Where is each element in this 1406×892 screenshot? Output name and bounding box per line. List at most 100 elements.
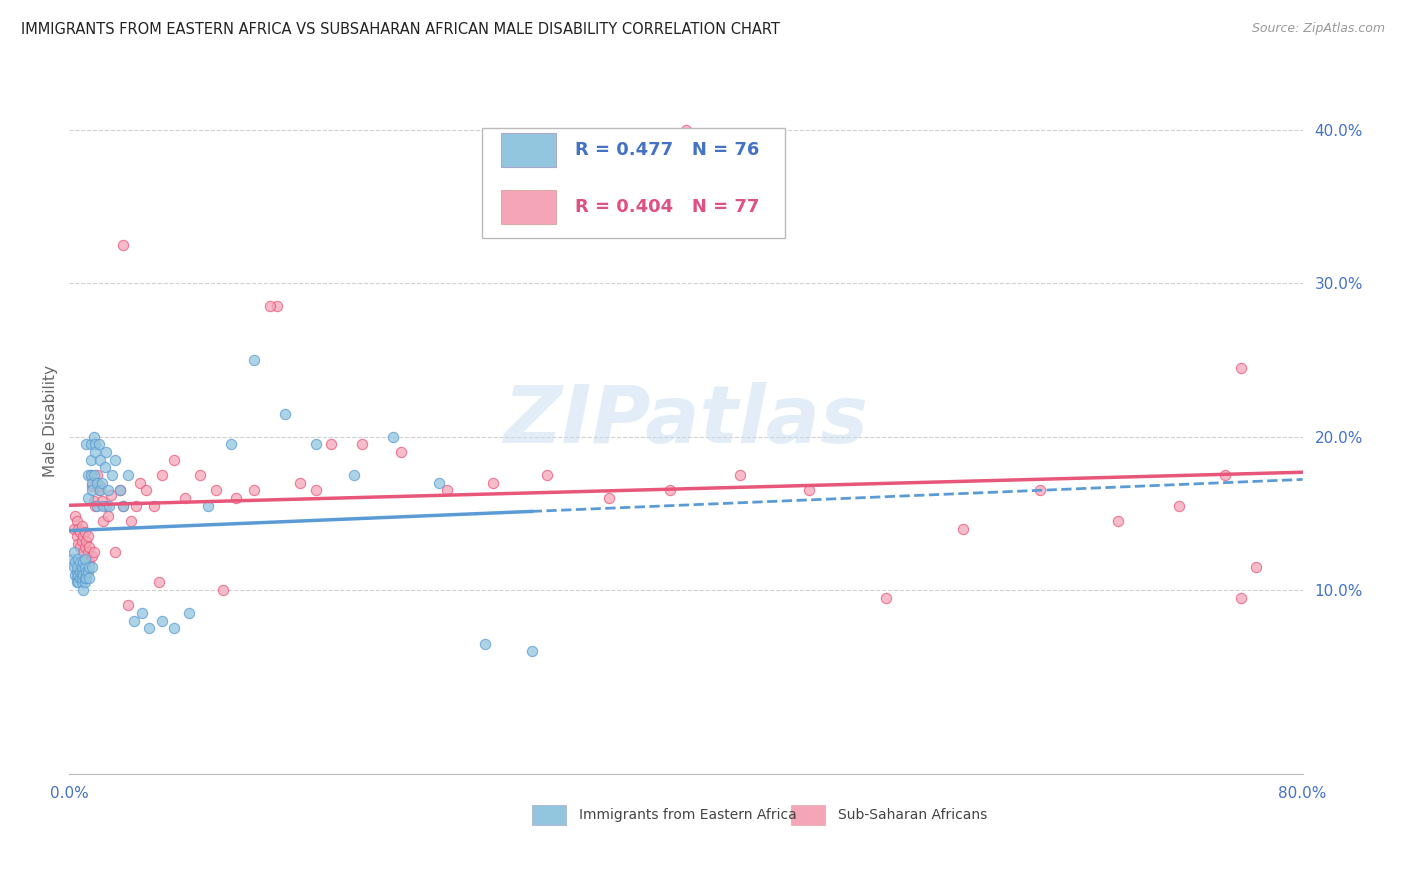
Point	[112, 499, 135, 513]
Point	[82, 560, 104, 574]
FancyBboxPatch shape	[790, 805, 825, 825]
Point	[69, 540, 91, 554]
Point	[97, 483, 120, 498]
Point	[266, 299, 288, 313]
Point	[120, 514, 142, 528]
Point	[82, 475, 104, 490]
Point	[112, 238, 135, 252]
Point	[80, 467, 103, 482]
Point	[67, 552, 90, 566]
Point	[82, 478, 104, 492]
Point	[163, 452, 186, 467]
Point	[104, 452, 127, 467]
Point	[204, 483, 226, 498]
Point	[135, 483, 157, 498]
Point	[1215, 467, 1237, 482]
Point	[63, 522, 86, 536]
Text: R = 0.477   N = 76: R = 0.477 N = 76	[575, 141, 759, 160]
Point	[112, 499, 135, 513]
Point	[259, 299, 281, 313]
Point	[66, 514, 89, 528]
Point	[76, 467, 98, 482]
Point	[150, 467, 173, 482]
Point	[104, 544, 127, 558]
Point	[91, 499, 114, 513]
Point	[321, 437, 343, 451]
Point	[87, 437, 110, 451]
Point	[90, 494, 112, 508]
Point	[91, 514, 114, 528]
Point	[86, 499, 108, 513]
Point	[70, 575, 93, 590]
Point	[101, 467, 124, 482]
Point	[122, 614, 145, 628]
Point	[83, 544, 105, 558]
FancyBboxPatch shape	[531, 805, 567, 825]
Point	[163, 621, 186, 635]
Point	[219, 437, 242, 451]
Point	[73, 540, 96, 554]
Point	[659, 483, 682, 498]
Point	[1246, 560, 1268, 574]
Point	[72, 555, 94, 569]
Text: ZIPatlas: ZIPatlas	[503, 383, 869, 460]
Point	[73, 571, 96, 585]
Point	[70, 571, 93, 585]
Point	[67, 575, 90, 590]
Point	[67, 537, 90, 551]
Point	[96, 445, 118, 459]
Point	[173, 491, 195, 505]
Point	[83, 494, 105, 508]
Point	[138, 621, 160, 635]
Point	[799, 483, 821, 498]
Point	[482, 475, 505, 490]
Point	[76, 565, 98, 579]
Point	[65, 509, 87, 524]
Point	[84, 445, 107, 459]
Point	[675, 123, 697, 137]
Point	[124, 499, 146, 513]
Point	[129, 475, 152, 490]
Point	[108, 483, 131, 498]
Point	[77, 540, 100, 554]
Point	[75, 571, 97, 585]
Point	[474, 637, 496, 651]
Point	[389, 445, 412, 459]
Point	[143, 499, 166, 513]
Point	[305, 437, 328, 451]
Point	[97, 509, 120, 524]
Point	[875, 591, 897, 605]
Point	[86, 467, 108, 482]
Point	[728, 467, 751, 482]
FancyBboxPatch shape	[501, 134, 557, 168]
Point	[96, 499, 118, 513]
Point	[117, 599, 139, 613]
Point	[66, 571, 89, 585]
Point	[83, 429, 105, 443]
Text: Immigrants from Eastern Africa: Immigrants from Eastern Africa	[579, 808, 796, 822]
Point	[70, 565, 93, 579]
Point	[70, 533, 93, 548]
Point	[1230, 360, 1253, 375]
Text: IMMIGRANTS FROM EASTERN AFRICA VS SUBSAHARAN AFRICAN MALE DISABILITY CORRELATION: IMMIGRANTS FROM EASTERN AFRICA VS SUBSAH…	[21, 22, 780, 37]
Point	[84, 437, 107, 451]
Point	[69, 571, 91, 585]
Point	[1230, 591, 1253, 605]
Point	[76, 529, 98, 543]
Point	[952, 522, 974, 536]
Point	[131, 606, 153, 620]
Point	[66, 575, 89, 590]
Point	[382, 429, 405, 443]
Point	[343, 467, 366, 482]
Point	[84, 499, 107, 513]
FancyBboxPatch shape	[501, 190, 557, 224]
Point	[83, 467, 105, 482]
Point	[536, 467, 558, 482]
Point	[77, 555, 100, 569]
Point	[70, 560, 93, 574]
Point	[427, 475, 450, 490]
Point	[82, 483, 104, 498]
Point	[89, 478, 111, 492]
Point	[70, 518, 93, 533]
Point	[100, 488, 122, 502]
